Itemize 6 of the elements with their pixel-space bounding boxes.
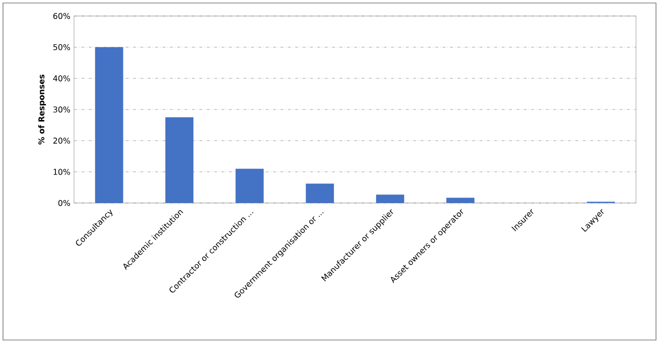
- bar: [376, 194, 404, 203]
- bar: [306, 184, 334, 203]
- bar: [95, 47, 124, 203]
- bar: [446, 198, 474, 203]
- bar: [165, 117, 194, 203]
- bar: [236, 168, 264, 203]
